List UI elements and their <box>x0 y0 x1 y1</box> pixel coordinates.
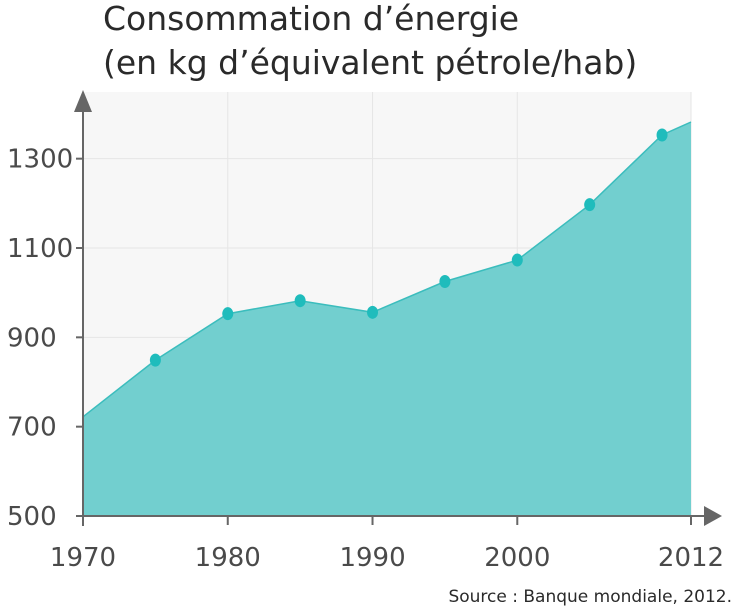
x-axis-arrow <box>704 506 722 526</box>
y-axis-arrow <box>74 90 92 112</box>
data-point-2005 <box>584 198 596 212</box>
y-axis-ticks: 500 700 900 1100 1300 <box>7 145 83 532</box>
x-axis-ticks: 1970 1980 1990 2000 2012 <box>50 516 724 573</box>
data-point-1985 <box>294 294 306 308</box>
data-point-1975 <box>149 353 161 367</box>
y-tick-label: 1300 <box>7 145 73 175</box>
y-tick-label: 1100 <box>7 234 73 264</box>
data-point-1990 <box>367 305 379 319</box>
data-point-1995 <box>439 275 451 288</box>
chart-subtitle: (en kg d’équivalent pétrole/hab) <box>103 43 637 82</box>
y-tick-label: 700 <box>7 413 57 443</box>
source-note: Source : Banque mondiale, 2012. <box>448 587 732 607</box>
data-point-2000 <box>511 253 523 267</box>
x-tick-label: 2012 <box>658 543 724 573</box>
y-tick-label: 500 <box>7 502 57 532</box>
x-tick-label: 1990 <box>339 543 405 573</box>
y-tick-label: 900 <box>7 323 57 353</box>
axes <box>74 90 722 526</box>
x-tick-label: 2000 <box>484 543 550 573</box>
data-point-1980 <box>222 307 234 321</box>
series-line <box>82 121 692 418</box>
x-tick-label: 1980 <box>195 543 261 573</box>
data-point-2010 <box>656 128 668 142</box>
chart-title: Consommation d’énergie <box>103 0 519 38</box>
area-fill <box>83 122 691 516</box>
data-points <box>149 128 668 367</box>
x-tick-label: 1970 <box>50 543 116 573</box>
